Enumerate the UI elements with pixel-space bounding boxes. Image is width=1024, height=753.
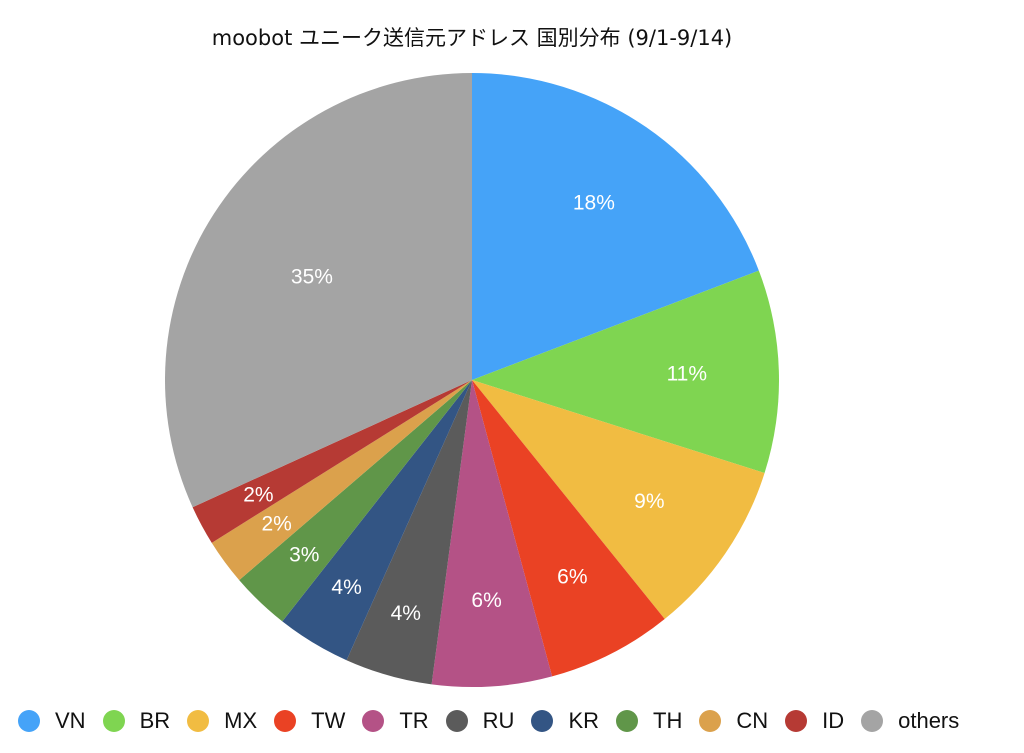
legend-label: ID [822,708,845,733]
pie-slice-cn [211,380,472,581]
slice-label-mx: 9% [634,490,664,513]
legend-label: VN [55,708,86,733]
slice-label-tw: 6% [557,565,587,588]
legend-item-ru: RU [445,708,515,734]
legend-swatch [18,710,40,732]
chart-title: moobot ユニーク送信元アドレス 国別分布 (9/1-9/14) [211,26,733,50]
pie-slice-tr [431,380,553,687]
legend-swatch [699,710,722,732]
legend-item-tw: TW [274,708,345,734]
pie-slice-tw [472,380,665,677]
legend-label: TH [653,708,683,733]
legend-swatch [531,710,554,732]
legend-swatch [102,710,125,732]
legend-swatch [187,710,210,732]
slice-label-br: 11% [667,362,707,385]
legend-swatch [616,710,638,732]
legend: VN BR MX TW TR RU KR TH CN ID others [18,708,976,734]
legend-swatch [274,710,297,732]
pie-chart: 18% 11% 9% 6% 6% 4% 4% 3% 2% 2% 35% [164,73,779,687]
legend-item-vn: VN [18,708,86,734]
pie-slice-ru [346,380,472,685]
pie-slice-br [472,270,779,474]
slice-label-vn: 18% [573,192,615,215]
legend-item-cn: CN [699,708,768,734]
pie-slice-vn [472,73,759,380]
slice-label-tr: 6% [471,589,501,612]
legend-label: others [898,708,960,733]
legend-swatch [785,710,808,732]
slice-label-th: 3% [289,544,319,567]
legend-label: BR [139,708,171,733]
slice-label-cn: 2% [262,512,292,535]
slice-label-kr: 4% [331,576,361,599]
legend-swatch [861,710,884,732]
legend-label: TW [311,708,346,733]
pie-slice-id [192,380,472,543]
legend-label: TR [399,708,429,733]
legend-label: MX [224,708,258,733]
pie-slice-kr [282,380,472,661]
legend-item-tr: TR [362,708,429,734]
slice-label-ru: 4% [391,602,421,625]
legend-swatch [445,710,468,732]
legend-item-kr: KR [531,708,599,734]
legend-item-th: TH [616,708,682,734]
pie-slice-th [239,380,472,622]
pie-slice-mx [472,380,765,619]
legend-label: RU [482,708,515,733]
slice-label-others: 35% [291,266,333,289]
pie-slice-others [164,73,472,508]
legend-item-id: ID [785,708,844,734]
pie-slices [164,73,779,687]
legend-item-mx: MX [187,708,257,734]
slice-label-id: 2% [243,483,273,506]
legend-swatch [362,710,385,732]
legend-item-br: BR [102,708,171,734]
legend-label: KR [568,708,599,733]
legend-label: CN [736,708,769,733]
legend-item-others: others [861,708,959,734]
pie-slice-labels: 18% 11% 9% 6% 6% 4% 4% 3% 2% 2% 35% [243,192,707,625]
